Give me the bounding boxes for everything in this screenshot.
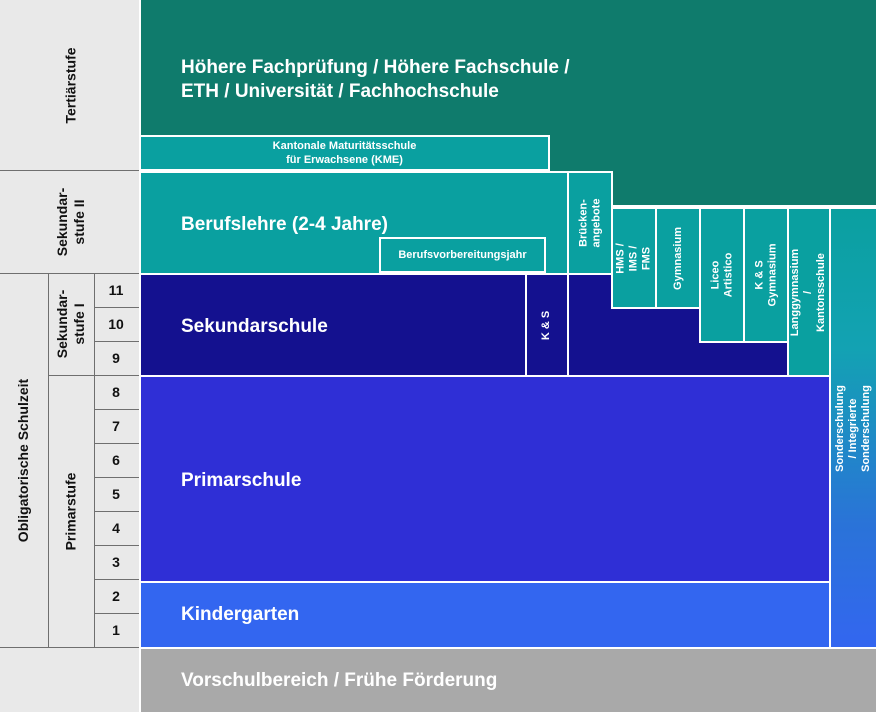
grade-4: 4	[112, 520, 120, 536]
grade-5: 5	[112, 486, 120, 502]
block-sonderschulung: Sonderschulung / Integrierte Sonderschul…	[829, 207, 876, 649]
block-ks-sekundar: K & S	[525, 273, 569, 377]
grade-1: 1	[112, 622, 120, 638]
label-sekundarstufe-1: Sekundar- stufe I	[54, 289, 87, 359]
block-langgymnasium: Langgymnasium / Kantonsschule	[787, 207, 831, 377]
block-liceo-artistico: Liceo Artistico	[699, 207, 745, 343]
grade-divider	[94, 443, 139, 444]
grade-6: 6	[112, 452, 120, 468]
label-column-background	[0, 0, 139, 712]
divider-tertiary-sek2	[0, 170, 139, 171]
hoehere-bildung-line-2: ETH / Universität / Fachhochschule	[181, 81, 499, 102]
grade-2: 2	[112, 588, 120, 604]
block-sekundarschule: Sekundarschule	[139, 273, 527, 377]
label-primarstufe: Primarstufe	[62, 472, 79, 550]
hoehere-bildung-line-1: Höhere Fachprüfung / Höhere Fachschule /	[181, 57, 570, 78]
block-brueckenangebote: Brücken- angebote	[567, 171, 613, 275]
primarschule-label: Primarschule	[181, 470, 302, 491]
grade-divider	[94, 545, 139, 546]
grade-divider	[94, 511, 139, 512]
grade-divider	[94, 579, 139, 580]
kme-line-1: Kantonale Maturitätsschule	[272, 140, 417, 152]
grade-divider	[94, 613, 139, 614]
grade-11: 11	[108, 282, 124, 298]
gymnasium-label: Gymnasium	[671, 226, 684, 290]
divider-sek1-primar	[48, 375, 139, 376]
berufslehre-label: Berufslehre (2-4 Jahre)	[181, 214, 388, 235]
block-hms-ims-fms: HMS / IMS / FMS	[611, 207, 657, 309]
grade-8: 8	[112, 384, 120, 400]
grade-10: 10	[108, 316, 124, 332]
grade-3: 3	[112, 554, 120, 570]
grade-9: 9	[112, 350, 120, 366]
divider-grade-column	[94, 273, 95, 647]
ks-sekundar-label: K & S	[540, 310, 553, 340]
divider-sek2-sek1	[0, 273, 139, 274]
sekundarschule-label: Sekundarschule	[181, 316, 328, 337]
grade-divider	[94, 341, 139, 342]
kme-line-2: für Erwachsene (KME)	[286, 154, 403, 166]
kindergarten-label: Kindergarten	[181, 604, 300, 625]
langgymnasium-label: Langgymnasium / Kantonsschule	[789, 248, 828, 336]
block-gymnasium: Gymnasium	[655, 207, 701, 309]
liceo-artistico-label: Liceo Artistico	[709, 252, 735, 298]
label-obligatorische-schulzeit: Obligatorische Schulzeit	[15, 378, 32, 542]
block-vorschulbereich: Vorschulbereich / Frühe Förderung	[139, 647, 876, 712]
grade-divider	[94, 307, 139, 308]
divider-obligatorisch-column	[48, 273, 49, 647]
label-sekundarstufe-2: Sekundar- stufe II	[54, 187, 87, 256]
block-kindergarten: Kindergarten	[139, 581, 831, 649]
hms-ims-fms-label: HMS / IMS / FMS	[614, 242, 653, 274]
berufsvorbereitungsjahr-label: Berufsvorbereitungsjahr	[398, 249, 527, 261]
brueckenangebote-label: Brücken- angebote	[577, 198, 602, 248]
sonderschulung-label: Sonderschulung / Integrierte Sonderschul…	[834, 384, 872, 472]
block-ks-gymnasium: K & S Gymnasium	[743, 207, 789, 343]
ks-gymnasium-label: K & S Gymnasium	[753, 243, 779, 307]
block-berufsvorbereitungsjahr: Berufsvorbereitungsjahr	[379, 237, 546, 273]
label-tertiaerstufe: Tertiärstufe	[62, 47, 79, 123]
grade-divider	[94, 477, 139, 478]
block-kme: Kantonale Maturitätsschule für Erwachsen…	[139, 135, 550, 171]
vorschulbereich-label: Vorschulbereich / Frühe Förderung	[181, 670, 498, 691]
grade-7: 7	[112, 418, 120, 434]
grade-divider	[94, 409, 139, 410]
block-primarschule: Primarschule	[139, 375, 831, 583]
divider-obligatorisch-vorschule	[0, 647, 139, 648]
